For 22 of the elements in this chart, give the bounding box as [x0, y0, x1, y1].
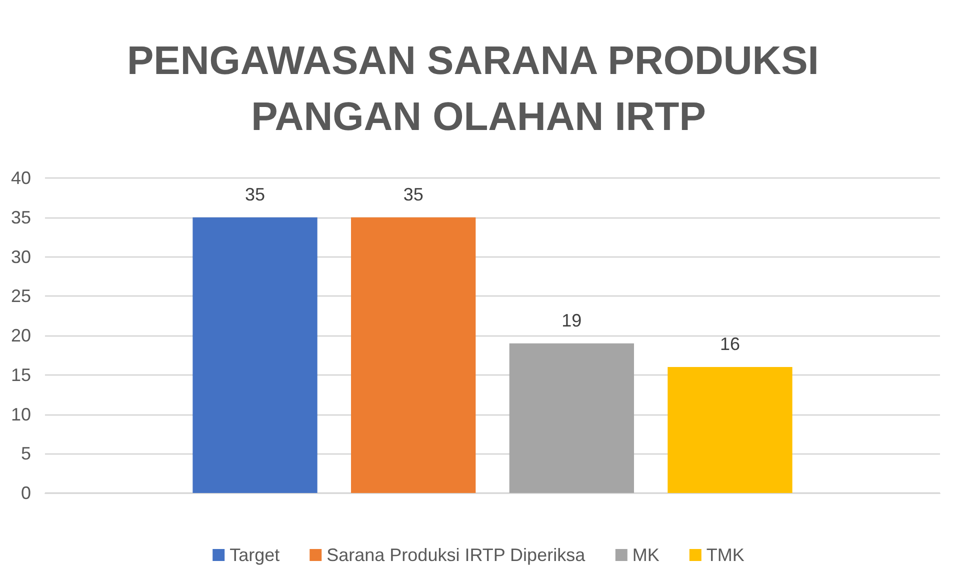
bar	[668, 367, 792, 493]
y-tick-label: 30	[10, 246, 31, 267]
y-tick-label: 10	[10, 404, 31, 424]
y-tick-label: 15	[10, 364, 31, 385]
y-tick-label: 0	[20, 483, 31, 503]
legend-label: TMK	[706, 545, 744, 565]
chart-title: PENGAWASAN SARANA PRODUKSI PANGAN OLAHAN IRTP	[126, 39, 830, 139]
y-tick-label: 5	[20, 444, 31, 464]
y-tick-label: 25	[10, 286, 31, 306]
legend-label: Target	[230, 545, 280, 565]
y-tick-label: 40	[10, 168, 31, 188]
legend-label: MK	[632, 545, 660, 565]
legend-label: Sarana Produksi IRTP Diperiksa	[326, 545, 586, 565]
bar	[192, 217, 318, 493]
data-label: 16	[720, 334, 740, 354]
y-tick-label: 35	[10, 207, 31, 228]
bar	[351, 217, 476, 493]
data-label: 35	[244, 184, 266, 204]
y-tick-label: 20	[10, 326, 31, 346]
bar	[509, 343, 634, 493]
data-label: 19	[562, 310, 582, 330]
data-label: 35	[403, 184, 424, 204]
